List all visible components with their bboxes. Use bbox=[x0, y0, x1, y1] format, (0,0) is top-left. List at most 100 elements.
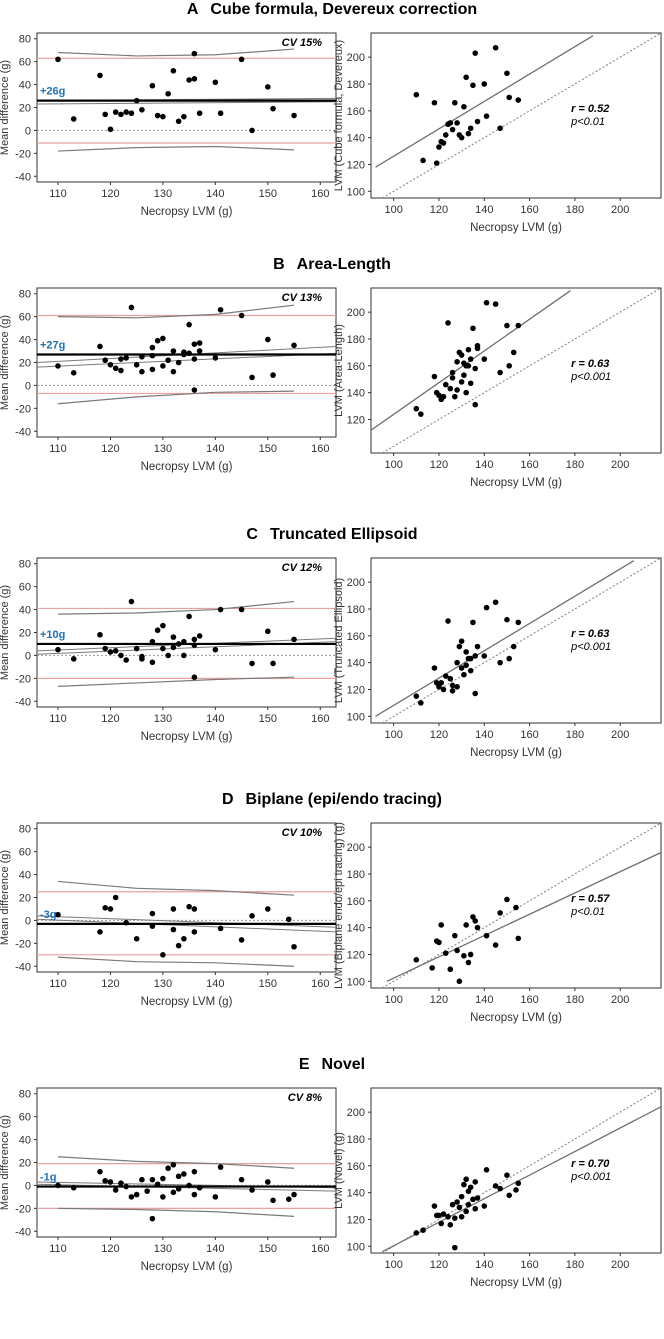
y-tick-label: 20 bbox=[19, 358, 31, 370]
data-point bbox=[133, 97, 140, 104]
x-tick-label: 130 bbox=[154, 188, 172, 200]
data-point bbox=[458, 665, 465, 671]
data-point bbox=[154, 337, 161, 344]
cv-label: CV 12% bbox=[282, 562, 323, 574]
y-tick-label: 180 bbox=[347, 604, 365, 616]
lower-ci-curve bbox=[57, 676, 295, 687]
cv-label: CV 10% bbox=[282, 827, 323, 839]
data-point bbox=[472, 50, 479, 56]
data-point bbox=[454, 947, 460, 954]
data-point bbox=[456, 978, 463, 985]
data-point bbox=[191, 1191, 198, 1198]
data-point bbox=[497, 910, 503, 916]
y-tick-label: 0 bbox=[25, 125, 31, 137]
upper-ci-curve bbox=[57, 880, 295, 896]
data-point bbox=[461, 1181, 467, 1188]
data-point bbox=[506, 94, 513, 101]
data-point bbox=[449, 688, 456, 694]
data-point bbox=[212, 1194, 219, 1200]
data-point bbox=[97, 343, 103, 350]
y-tick-label: 100 bbox=[347, 976, 365, 988]
data-point bbox=[504, 616, 510, 623]
data-point bbox=[107, 126, 114, 133]
y-tick-label: 120 bbox=[347, 414, 365, 426]
data-point bbox=[470, 325, 476, 332]
data-point bbox=[513, 904, 519, 911]
correlation-plot: 100 120 140 160 180 200 100 120 140 160 180 200 Necr… bbox=[333, 1087, 662, 1289]
y-tick-label: 200 bbox=[347, 842, 365, 854]
data-point bbox=[133, 935, 140, 942]
data-point bbox=[249, 127, 255, 134]
data-point bbox=[191, 50, 198, 57]
data-point bbox=[449, 375, 456, 381]
y-tick-label: 80 bbox=[19, 1089, 31, 1101]
section-title: C Truncated Ellipsoid bbox=[0, 526, 664, 544]
x-tick-label: 140 bbox=[475, 459, 493, 471]
x-tick-label: 130 bbox=[154, 978, 172, 990]
y-tick-label: -20 bbox=[15, 1203, 31, 1215]
data-point bbox=[165, 357, 171, 364]
data-point bbox=[186, 77, 192, 83]
y-tick-label: 140 bbox=[347, 388, 365, 400]
y-tick-label: 120 bbox=[347, 159, 365, 171]
data-point bbox=[102, 645, 108, 652]
data-point bbox=[456, 643, 463, 650]
data-point bbox=[506, 655, 513, 662]
x-tick-label: 120 bbox=[430, 994, 448, 1006]
data-point bbox=[102, 905, 108, 911]
cv-label: CV 8% bbox=[288, 1092, 322, 1104]
data-point bbox=[285, 916, 292, 923]
x-axis-title: Necropsy LVM (g) bbox=[470, 222, 562, 234]
data-point bbox=[285, 1196, 292, 1202]
data-point bbox=[497, 125, 503, 132]
data-point bbox=[452, 1215, 458, 1221]
data-point bbox=[160, 1175, 166, 1182]
data-point bbox=[447, 385, 454, 392]
x-tick-label: 110 bbox=[49, 188, 67, 200]
data-point bbox=[133, 361, 140, 368]
data-point bbox=[154, 112, 161, 119]
data-point bbox=[458, 638, 465, 644]
x-tick-label: 160 bbox=[311, 713, 329, 725]
data-point bbox=[149, 352, 156, 359]
x-tick-label: 160 bbox=[311, 1243, 329, 1255]
y-tick-label: 100 bbox=[347, 186, 365, 198]
x-tick-label: 100 bbox=[384, 729, 402, 741]
x-tick-label: 150 bbox=[259, 188, 277, 200]
data-point bbox=[463, 922, 469, 928]
plot-area bbox=[37, 598, 336, 687]
x-tick-label: 130 bbox=[154, 443, 172, 455]
y-tick-label: 40 bbox=[19, 335, 31, 347]
data-point bbox=[160, 113, 166, 120]
x-tick-label: 160 bbox=[311, 443, 329, 455]
data-point bbox=[70, 370, 77, 376]
section-title: E Novel bbox=[0, 1056, 664, 1074]
data-point bbox=[191, 906, 198, 912]
x-tick-label: 160 bbox=[520, 1259, 538, 1271]
data-point bbox=[265, 628, 271, 635]
y-tick-label: 80 bbox=[19, 34, 31, 46]
data-point bbox=[181, 935, 187, 942]
data-point bbox=[112, 109, 119, 115]
data-point bbox=[465, 363, 472, 369]
bland-altman-plot: 110 120 130 140 150 160 -40 -20 0 20 40 60 80 Necrops… bbox=[0, 287, 337, 473]
data-point bbox=[418, 411, 424, 417]
data-point bbox=[436, 1212, 442, 1219]
data-point bbox=[492, 1183, 499, 1189]
data-point bbox=[118, 111, 124, 118]
x-tick-label: 160 bbox=[520, 994, 538, 1006]
x-tick-label: 200 bbox=[611, 729, 629, 741]
data-point bbox=[70, 116, 77, 122]
data-point bbox=[447, 1222, 454, 1228]
y-tick-label: -40 bbox=[15, 961, 31, 973]
data-point bbox=[474, 342, 481, 349]
bias-label: +26g bbox=[40, 86, 65, 98]
y-axis-title: Mean difference (g) bbox=[0, 60, 11, 155]
data-point bbox=[55, 646, 61, 653]
data-point bbox=[492, 942, 499, 948]
data-point bbox=[149, 1215, 156, 1222]
p-label: p<0.01 bbox=[570, 906, 605, 918]
data-point bbox=[463, 649, 469, 655]
data-point bbox=[102, 111, 108, 118]
data-point bbox=[191, 387, 198, 393]
